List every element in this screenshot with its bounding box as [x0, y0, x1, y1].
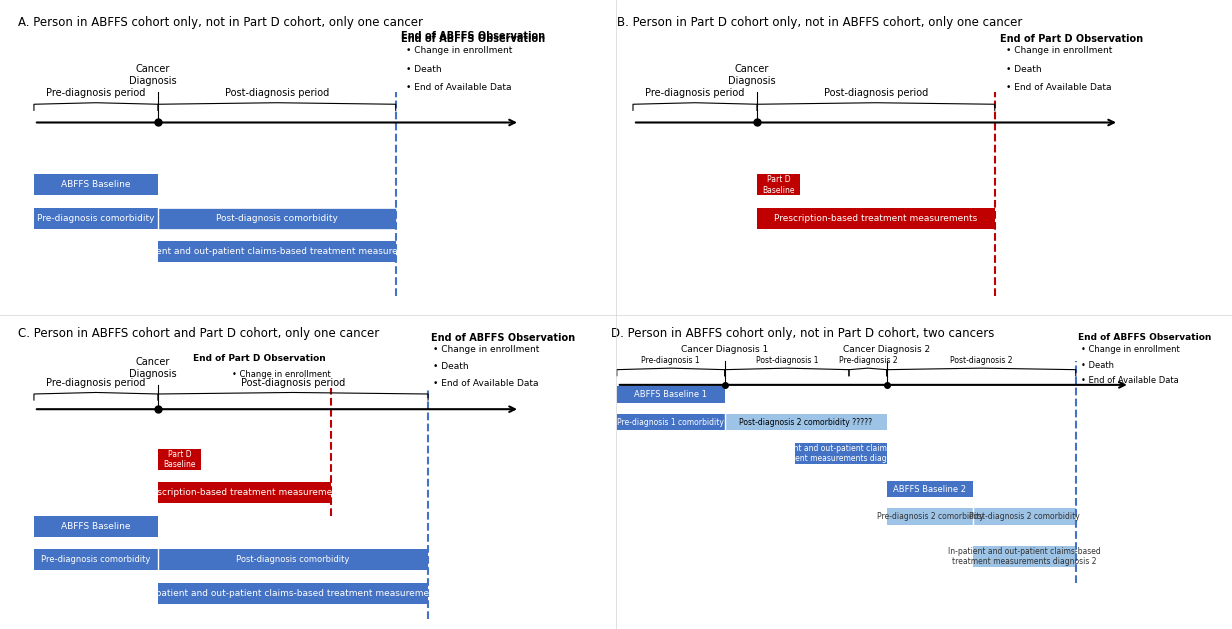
Text: A. Person in ABFFS cohort only, not in Part D cohort, only one cancer: A. Person in ABFFS cohort only, not in P…	[17, 16, 423, 29]
Text: • Death: • Death	[407, 65, 442, 74]
FancyBboxPatch shape	[795, 443, 887, 464]
Text: Pre-diagnosis 1 comorbidity: Pre-diagnosis 1 comorbidity	[617, 418, 724, 426]
Text: Cancer Diagnosis 2: Cancer Diagnosis 2	[843, 345, 930, 355]
Text: Cancer Diagnosis 1: Cancer Diagnosis 1	[681, 345, 769, 355]
Text: Post-diagnosis period: Post-diagnosis period	[241, 378, 345, 388]
Text: Prescription-based treatment measurements: Prescription-based treatment measurement…	[775, 214, 977, 223]
Text: • End of Available Data: • End of Available Data	[1005, 83, 1111, 92]
FancyBboxPatch shape	[158, 582, 428, 604]
Text: • Change in enrollment: • Change in enrollment	[1082, 345, 1180, 354]
Text: End of Part D Observation: End of Part D Observation	[192, 355, 325, 364]
Text: ABFFS Baseline 1: ABFFS Baseline 1	[634, 390, 707, 399]
FancyBboxPatch shape	[973, 546, 1076, 567]
Text: C. Person in ABFFS cohort and Part D cohort, only one cancer: C. Person in ABFFS cohort and Part D coh…	[17, 327, 379, 340]
Text: End of Part D Observation: End of Part D Observation	[1000, 35, 1143, 44]
Text: Pre-diagnosis period: Pre-diagnosis period	[47, 378, 145, 388]
Text: ABFFS Baseline 2: ABFFS Baseline 2	[893, 484, 966, 494]
Text: B. Person in Part D cohort only, not in ABFFS cohort, only one cancer: B. Person in Part D cohort only, not in …	[617, 16, 1023, 29]
Text: Pre-diagnosis 2 comorbidity: Pre-diagnosis 2 comorbidity	[876, 512, 983, 521]
Text: In-patient and out-patient claims-based
treatment measurements diagnosis 2: In-patient and out-patient claims-based …	[949, 547, 1101, 566]
Text: • End of Available Data: • End of Available Data	[407, 83, 513, 92]
Text: • Death: • Death	[434, 362, 469, 371]
Text: Cancer
Diagnosis: Cancer Diagnosis	[129, 357, 176, 379]
Text: • Change in enrollment: • Change in enrollment	[232, 370, 331, 379]
Text: Cancer
Diagnosis: Cancer Diagnosis	[129, 64, 176, 86]
FancyBboxPatch shape	[158, 208, 395, 229]
Text: Post-diagnosis 2: Post-diagnosis 2	[950, 356, 1013, 365]
FancyBboxPatch shape	[34, 208, 158, 229]
Text: End of ABFFS Observation: End of ABFFS Observation	[402, 31, 546, 42]
FancyBboxPatch shape	[34, 549, 158, 571]
FancyBboxPatch shape	[617, 414, 724, 430]
Text: • Change in enrollment: • Change in enrollment	[407, 47, 513, 55]
Text: End of ABFFS Observation: End of ABFFS Observation	[1078, 333, 1212, 342]
Text: Cancer
Diagnosis: Cancer Diagnosis	[728, 64, 776, 86]
Text: Part D
Baseline: Part D Baseline	[763, 175, 795, 194]
FancyBboxPatch shape	[34, 174, 158, 196]
Text: • Change in enrollment: • Change in enrollment	[1005, 47, 1112, 55]
Text: D. Person in ABFFS cohort only, not in Part D cohort, two cancers: D. Person in ABFFS cohort only, not in P…	[611, 327, 994, 340]
Text: Pre-diagnosis 1: Pre-diagnosis 1	[642, 356, 700, 365]
Text: Post-diagnosis comorbidity: Post-diagnosis comorbidity	[216, 214, 338, 223]
Text: ABFFS Baseline: ABFFS Baseline	[62, 522, 131, 531]
FancyBboxPatch shape	[617, 386, 724, 403]
Text: Part D
Baseline: Part D Baseline	[164, 450, 196, 469]
Text: • Death: • Death	[1005, 65, 1041, 74]
Text: In-patient and out-patient claims-based treatment measurements: In-patient and out-patient claims-based …	[144, 589, 442, 598]
FancyBboxPatch shape	[158, 549, 428, 571]
FancyBboxPatch shape	[887, 481, 973, 498]
FancyBboxPatch shape	[158, 241, 395, 262]
Text: • Death: • Death	[1082, 360, 1114, 370]
Text: Post-diagnosis 1: Post-diagnosis 1	[755, 356, 818, 365]
Text: In-patient and out-patient claims-based
treatment measurements diagnosis 1: In-patient and out-patient claims-based …	[765, 443, 918, 463]
Text: Pre-diagnosis comorbidity: Pre-diagnosis comorbidity	[37, 214, 155, 223]
FancyBboxPatch shape	[34, 516, 158, 537]
FancyBboxPatch shape	[758, 174, 801, 196]
Text: • End of Available Data: • End of Available Data	[434, 379, 538, 388]
Text: Post-diagnosis 2 comorbidity: Post-diagnosis 2 comorbidity	[970, 512, 1079, 521]
FancyBboxPatch shape	[158, 448, 201, 470]
Text: Post-diagnosis 2 comorbidity ?????: Post-diagnosis 2 comorbidity ?????	[739, 418, 872, 426]
FancyBboxPatch shape	[973, 508, 1076, 525]
Text: Pre-diagnosis period: Pre-diagnosis period	[646, 88, 745, 98]
Text: Pre-diagnosis comorbidity: Pre-diagnosis comorbidity	[42, 555, 150, 564]
Text: Post-diagnosis period: Post-diagnosis period	[224, 88, 329, 98]
Text: Pre-diagnosis period: Pre-diagnosis period	[47, 88, 145, 98]
Text: ABFFS Baseline: ABFFS Baseline	[62, 181, 131, 189]
Text: • End of Available Data: • End of Available Data	[1082, 376, 1179, 385]
FancyBboxPatch shape	[758, 208, 994, 229]
Text: • Change in enrollment: • Change in enrollment	[434, 345, 540, 354]
Text: Post-diagnosis comorbidity: Post-diagnosis comorbidity	[237, 555, 350, 564]
Text: In-patient and out-patient claims-based treatment measurements: In-patient and out-patient claims-based …	[127, 247, 426, 256]
FancyBboxPatch shape	[887, 508, 973, 525]
Text: Post-diagnosis period: Post-diagnosis period	[824, 88, 928, 98]
Text: End of ABFFS Observation: End of ABFFS Observation	[431, 333, 575, 343]
Text: End of ABFFS Observation: End of ABFFS Observation	[402, 35, 546, 44]
Text: Pre-diagnosis 2: Pre-diagnosis 2	[839, 356, 897, 365]
Text: Prescription-based treatment measurements: Prescription-based treatment measurement…	[143, 488, 346, 498]
FancyBboxPatch shape	[158, 482, 331, 503]
FancyBboxPatch shape	[724, 414, 887, 430]
